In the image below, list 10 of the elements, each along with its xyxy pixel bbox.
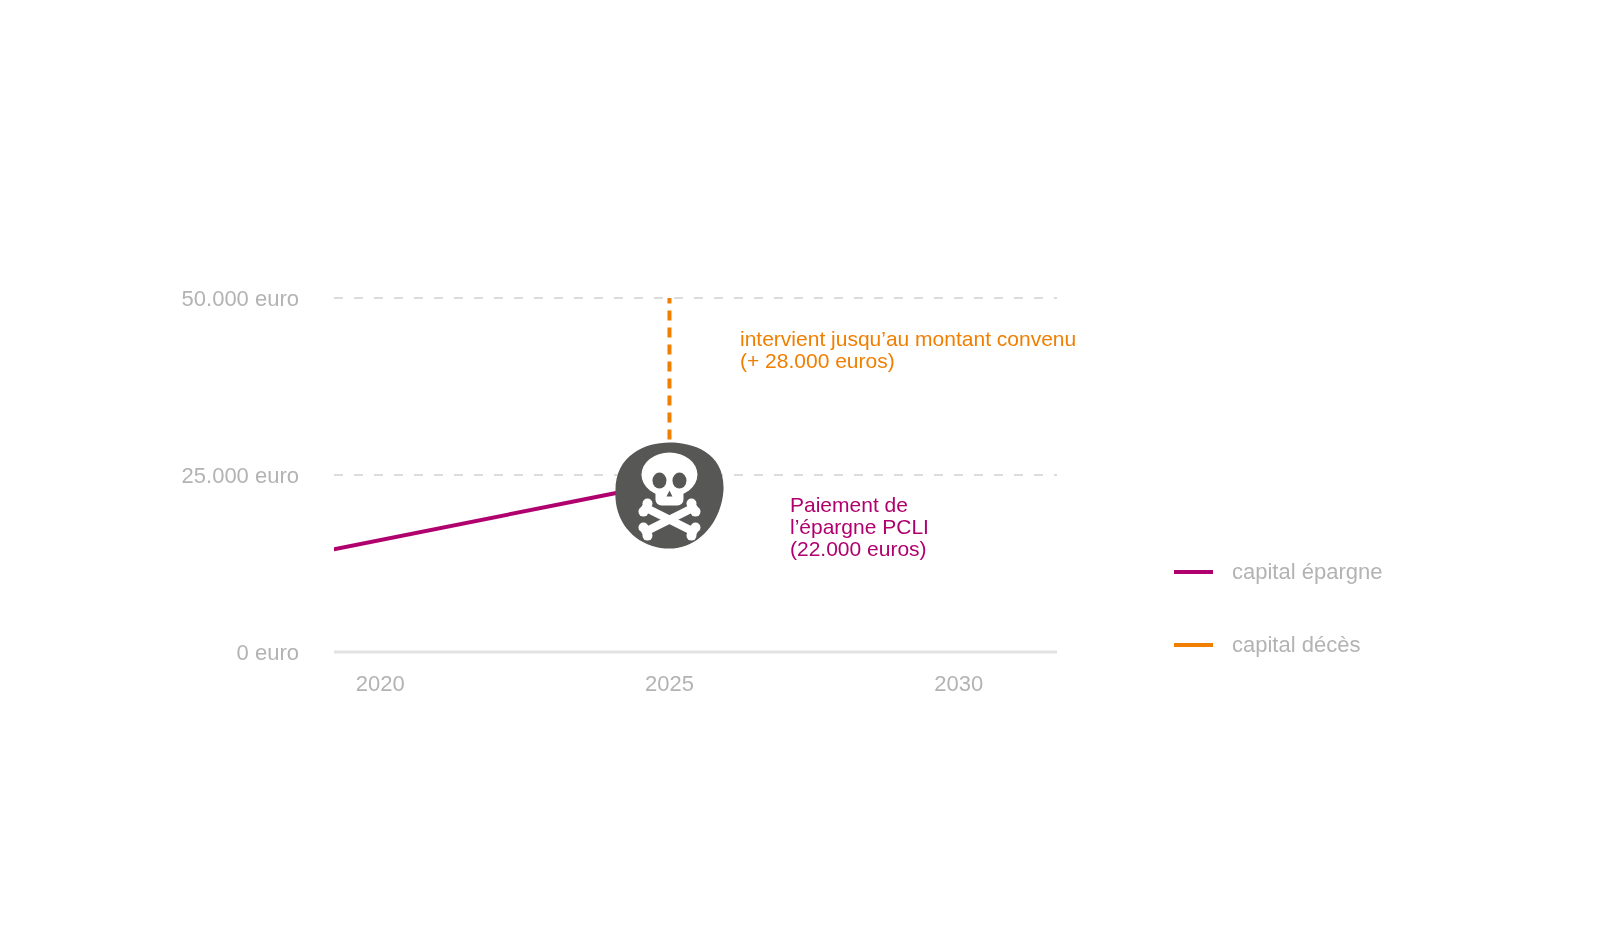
x-tick-label: 2025 xyxy=(645,670,694,696)
x-tick-label: 2020 xyxy=(355,670,405,696)
x-tick-label: 2030 xyxy=(934,670,984,696)
y-tick-label: 50.000 euro xyxy=(181,285,299,311)
y-tick-label: 0 euro xyxy=(236,639,299,665)
legend-label: capital décès xyxy=(1232,632,1361,658)
annotation: intervient jusqu’au montant convenu (+ 28.000 euros) xyxy=(740,327,1077,372)
y-tick-label: 25.000 euro xyxy=(181,462,299,488)
annotation: Paiement de l’épargne PCLI (22.000 euros) xyxy=(790,493,929,560)
legend-label: capital épargne xyxy=(1232,559,1383,585)
